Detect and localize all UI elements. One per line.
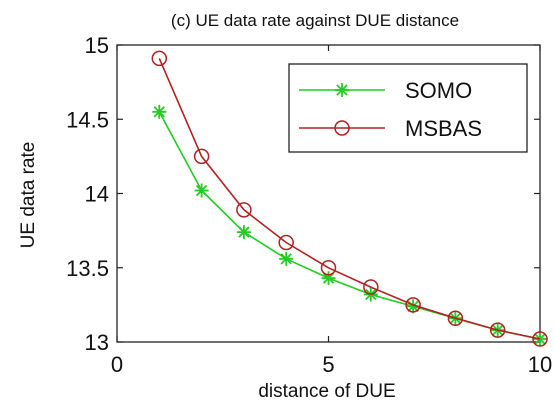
- data-point-somo: [236, 225, 251, 240]
- chart-title: (c) UE data rate against DUE distance: [171, 11, 459, 30]
- data-point-msbas: [236, 202, 252, 218]
- y-tick-label: 15: [85, 33, 109, 58]
- y-tick-label: 14.5: [66, 107, 109, 132]
- legend-label-somo: SOMO: [405, 78, 472, 103]
- legend-marker-somo: [335, 83, 349, 97]
- y-axis-label: UE data rate: [18, 142, 39, 249]
- legend: SOMO MSBAS: [288, 63, 528, 153]
- data-point-somo: [533, 332, 547, 347]
- x-axis-label: distance of DUE: [258, 381, 395, 402]
- legend-marker-msbas: [334, 120, 350, 136]
- y-tick-label: 14: [85, 182, 109, 207]
- data-point-msbas: [489, 322, 506, 338]
- data-point-msbas: [151, 50, 168, 67]
- data-point-somo: [194, 183, 209, 198]
- series-line-msbas: [158, 58, 541, 340]
- x-tick-label: 5: [322, 352, 334, 377]
- data-point-somo: [152, 104, 167, 119]
- data-point-somo: [279, 251, 294, 266]
- data-point-msbas: [278, 234, 294, 251]
- data-point-msbas: [405, 297, 421, 313]
- data-series: [151, 50, 548, 347]
- axis-ticks: 0 5 10 13 13.5 14 14.5 15: [66, 33, 552, 377]
- data-point-somo: [321, 271, 336, 286]
- y-tick-label: 13: [85, 330, 109, 355]
- y-tick-label: 13.5: [66, 256, 109, 281]
- data-point-msbas: [532, 331, 548, 347]
- x-tick-label: 0: [111, 352, 123, 377]
- legend-label-msbas: MSBAS: [405, 116, 482, 141]
- x-tick-label: 10: [528, 352, 552, 377]
- data-point-msbas: [447, 310, 464, 326]
- legend-box: [288, 63, 528, 153]
- data-point-msbas: [363, 279, 379, 295]
- data-point-msbas: [320, 260, 337, 276]
- data-point-msbas: [193, 148, 210, 165]
